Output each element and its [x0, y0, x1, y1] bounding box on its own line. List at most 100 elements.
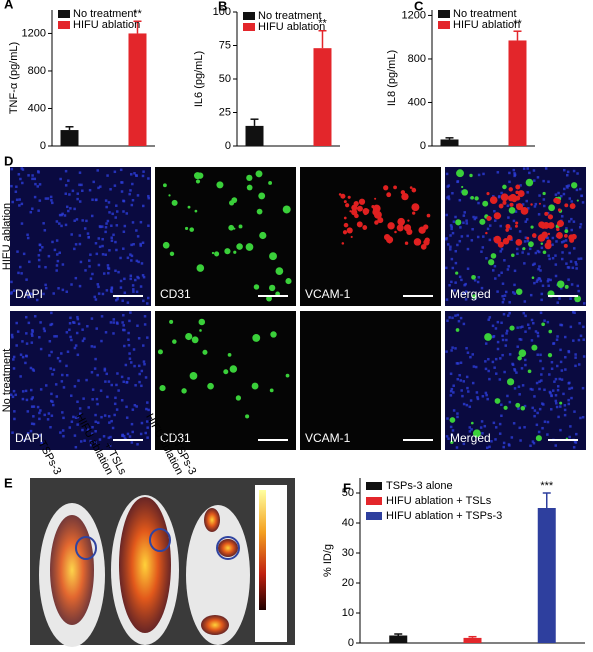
nucleus [486, 446, 489, 450]
nucleus [90, 214, 94, 218]
nucleus [492, 335, 495, 339]
vcam-signal [553, 197, 559, 204]
nucleus [90, 371, 94, 374]
vcam-signal [338, 193, 342, 196]
nucleus [15, 321, 18, 325]
y-axis-label: IL8 (pg/mL) [386, 50, 398, 106]
nucleus [569, 297, 572, 300]
nucleus [449, 245, 452, 249]
nucleus [456, 412, 459, 415]
nucleus [50, 350, 53, 354]
nucleus [122, 210, 125, 213]
vcam-signal [493, 212, 501, 220]
nucleus [518, 393, 521, 396]
nucleus [128, 352, 131, 355]
nucleus [44, 384, 48, 387]
nucleus [113, 170, 117, 174]
nucleus [134, 174, 138, 177]
nucleus [57, 287, 60, 290]
nucleus [511, 363, 515, 366]
legend-swatch [438, 21, 450, 29]
nucleus [51, 240, 54, 244]
nucleus [488, 224, 492, 227]
nucleus [445, 213, 448, 217]
cd31-signal [541, 322, 545, 327]
nucleus [116, 372, 119, 375]
nucleus [146, 426, 149, 429]
nucleus [132, 290, 135, 293]
vcam-signal [509, 193, 517, 201]
y-tick-label: 50 [342, 487, 354, 499]
vcam-signal [345, 203, 350, 208]
error-bar [65, 126, 74, 131]
y-tick-label: 10 [342, 607, 354, 619]
vcam-signal [401, 192, 409, 201]
nucleus [116, 210, 119, 213]
nucleus [38, 411, 41, 415]
nucleus [129, 361, 133, 364]
nucleus [81, 328, 84, 331]
nucleus [538, 265, 541, 268]
vcam-signal [493, 235, 502, 244]
nucleus [136, 235, 140, 238]
nucleus [123, 344, 126, 348]
nucleus [33, 177, 37, 181]
nucleus [579, 416, 582, 420]
nucleus [76, 197, 79, 201]
nucleus [103, 367, 107, 371]
nucleus [552, 342, 555, 345]
nucleus [105, 205, 108, 209]
vcam-signal [557, 208, 562, 212]
nucleus [507, 314, 510, 317]
nucleus [491, 269, 495, 272]
nucleus [465, 222, 469, 225]
nucleus [67, 209, 70, 213]
nucleus [131, 430, 134, 434]
nucleus [533, 205, 537, 208]
nucleus [454, 261, 458, 265]
nucleus [64, 169, 68, 173]
nucleus [533, 414, 536, 418]
nucleus [126, 256, 130, 260]
legend-label: No treatment [73, 8, 137, 20]
nucleus [569, 325, 573, 329]
cd31-signal [471, 274, 476, 280]
nucleus [131, 284, 135, 287]
nucleus [107, 271, 110, 275]
vcam-signal [342, 230, 348, 235]
cd31-signal [540, 242, 544, 246]
nucleus [81, 339, 85, 343]
nucleus [475, 391, 479, 394]
nucleus [64, 192, 68, 196]
cd31-signal [169, 319, 174, 324]
panel-label: A [4, 0, 14, 11]
nucleus [500, 247, 504, 251]
nucleus [135, 290, 139, 294]
nucleus [578, 187, 582, 191]
nucleus [91, 272, 94, 276]
vcam-signal [515, 238, 523, 246]
nucleus [536, 411, 539, 415]
nucleus [71, 189, 75, 193]
nucleus [91, 425, 94, 429]
nucleus [129, 311, 132, 314]
nucleus [119, 168, 123, 172]
nucleus [577, 289, 580, 293]
nucleus [106, 174, 109, 177]
vcam-signal [498, 214, 502, 218]
nucleus [120, 190, 124, 193]
vcam-signal [508, 187, 513, 192]
nucleus [59, 177, 62, 181]
vcam-signal [371, 205, 375, 209]
nucleus [101, 237, 104, 241]
nucleus [506, 204, 510, 207]
nucleus [51, 400, 54, 403]
nucleus [536, 334, 540, 338]
nucleus [542, 198, 546, 201]
legend-swatch [243, 12, 255, 20]
nucleus [564, 368, 567, 371]
error-bar [468, 635, 477, 638]
nucleus [537, 277, 541, 280]
nucleus [87, 235, 90, 239]
nucleus [65, 331, 69, 334]
